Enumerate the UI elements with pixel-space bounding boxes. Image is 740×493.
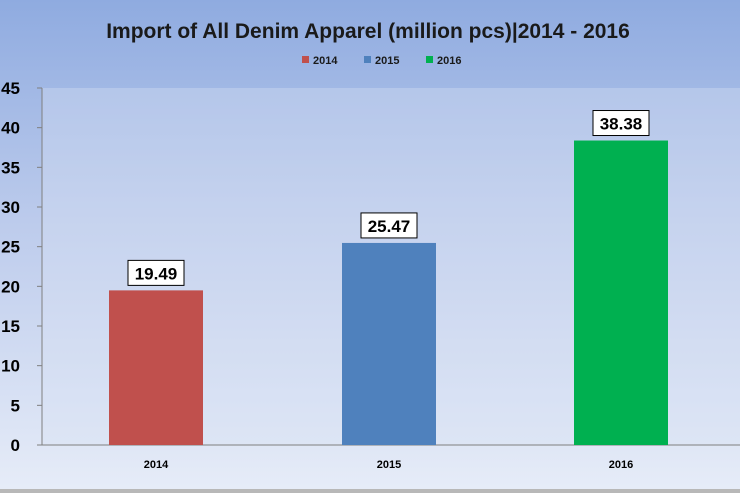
y-tick-label: 10: [1, 357, 20, 376]
data-label-box: [127, 259, 185, 286]
y-tick-label: 35: [1, 158, 20, 177]
data-label-box: [592, 110, 650, 137]
x-axis: 2014 2015 2016: [42, 444, 740, 471]
legend-swatch: [302, 56, 309, 63]
legend: 2014 2015 2016: [302, 55, 461, 67]
legend-label: 2015: [375, 55, 399, 67]
legend-label: 2016: [437, 55, 461, 67]
x-tick-label: 2016: [609, 459, 633, 471]
data-label: 25.47: [368, 217, 411, 236]
y-tick-label: 30: [1, 198, 20, 217]
y-tick-label: 20: [1, 277, 20, 296]
data-label: 38.38: [600, 115, 643, 134]
data-labels: 19.49 25.47 38.38: [127, 110, 650, 286]
y-axis: 0 5 10 15 20 25 30 35 40 45: [1, 79, 43, 455]
y-tick-label: 5: [11, 396, 20, 415]
x-tick-label: 2015: [377, 459, 401, 471]
y-tick-label: 40: [1, 119, 20, 138]
y-tick-label: 25: [1, 238, 20, 257]
legend-swatch: [426, 56, 433, 63]
legend-label: 2014: [313, 55, 338, 67]
bars: [109, 140, 668, 445]
data-label: 19.49: [135, 264, 178, 283]
data-label-box: [360, 212, 418, 239]
chart-title: Import of All Denim Apparel (million pcs…: [106, 20, 630, 43]
y-tick-label: 45: [1, 79, 20, 98]
legend-swatch: [364, 56, 371, 63]
y-tick-label: 0: [11, 436, 20, 455]
y-tick-label: 15: [1, 317, 20, 336]
x-tick-label: 2014: [144, 459, 169, 471]
bar: [574, 140, 668, 445]
bar: [342, 242, 436, 445]
bar: [109, 290, 203, 445]
